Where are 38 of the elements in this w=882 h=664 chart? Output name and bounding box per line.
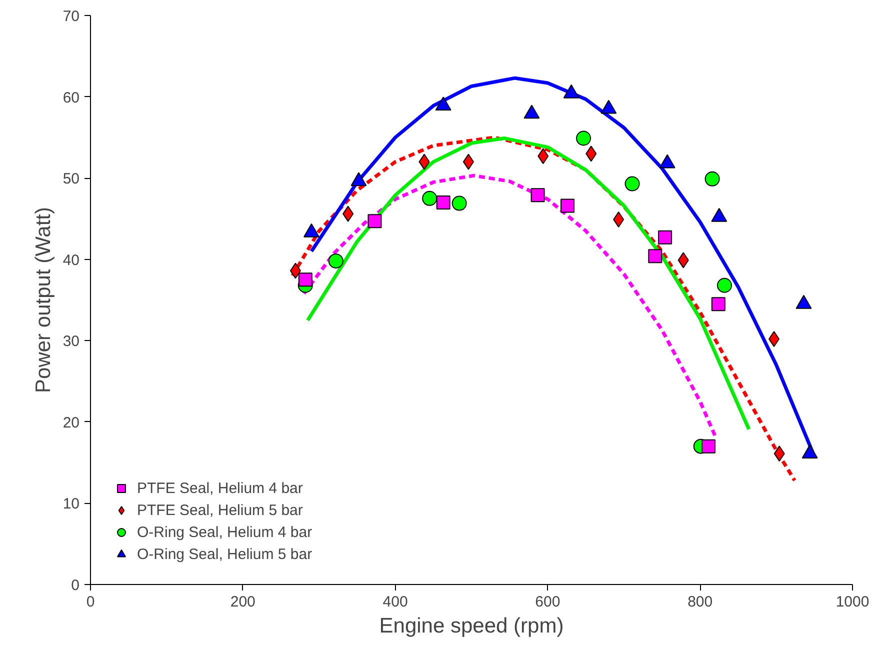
y-tick-label: 20 xyxy=(62,414,80,432)
point xyxy=(658,230,672,244)
y-tick-label: 0 xyxy=(71,577,80,594)
point xyxy=(624,176,640,192)
legend-label: O-Ring Seal, Helium 4 bar xyxy=(137,524,312,540)
y-tick-label: 70 xyxy=(62,8,80,25)
point xyxy=(701,439,716,454)
point xyxy=(368,214,382,228)
legend-label: O-Ring Seal, Helium 5 bar xyxy=(137,546,312,562)
x-tick-label: 600 xyxy=(535,594,560,610)
x-tick-label: 0 xyxy=(86,594,95,610)
y-tick-label: 50 xyxy=(62,170,80,188)
y-axis-title: Power output (Watt) xyxy=(32,207,55,393)
legend-label: PTFE Seal, Helium 5 bar xyxy=(137,502,303,518)
x-tick-label: 200 xyxy=(230,594,256,610)
x-tick-label: 400 xyxy=(382,594,408,610)
legend-label: PTFE Seal, Helium 4 bar xyxy=(137,480,303,496)
y-tick-label: 10 xyxy=(62,496,80,513)
point xyxy=(576,130,592,146)
point xyxy=(530,188,545,202)
point xyxy=(422,190,438,206)
point xyxy=(704,171,720,186)
point xyxy=(436,195,450,210)
point xyxy=(560,198,575,213)
point xyxy=(452,196,467,211)
y-tick-label: 40 xyxy=(62,252,80,269)
point xyxy=(711,297,726,312)
y-tick-label: 60 xyxy=(62,89,80,106)
point xyxy=(298,272,312,287)
x-tick-label: 800 xyxy=(688,594,713,610)
point xyxy=(328,253,344,268)
y-tick-label: 30 xyxy=(62,333,80,350)
line-series xyxy=(306,136,751,431)
x-tick-label: 1000 xyxy=(836,594,870,610)
x-axis-title: Engine speed (rpm) xyxy=(379,614,564,638)
point xyxy=(648,249,662,264)
line-series xyxy=(290,136,796,482)
point xyxy=(716,278,732,293)
